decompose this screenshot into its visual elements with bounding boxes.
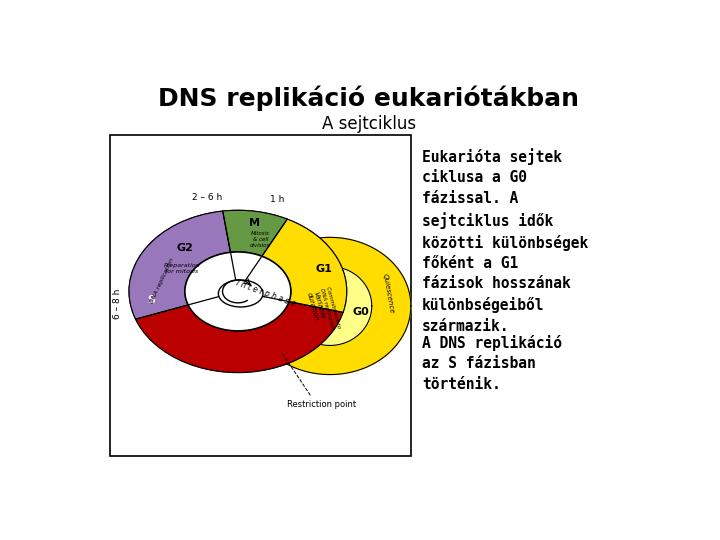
Text: S: S [148, 295, 156, 305]
Text: G0: G0 [352, 307, 369, 317]
Text: A sejtciklus: A sejtciklus [322, 114, 416, 133]
Polygon shape [249, 238, 411, 375]
Text: I n t e r p h a s e: I n t e r p h a s e [235, 279, 297, 308]
Circle shape [185, 252, 291, 331]
Text: DNA replication: DNA replication [150, 258, 175, 305]
Text: DNS replikáció eukariótákban: DNS replikáció eukariótákban [158, 85, 580, 111]
Wedge shape [129, 211, 230, 319]
Text: Eukarióta sejtek
ciklusa a G0
fázissal. A
sejtciklus idők
közötti különbségek
fő: Eukarióta sejtek ciklusa a G0 fázissal. … [422, 148, 588, 334]
Text: A DNS replikáció
az S fázisban
történik.: A DNS replikáció az S fázisban történik. [422, 335, 562, 392]
Text: Mitosis
& cell
division: Mitosis & cell division [250, 231, 271, 248]
Text: G2: G2 [176, 243, 193, 253]
Text: Variable
duration: Variable duration [306, 290, 326, 322]
Text: Commitment to
DNA replication: Commitment to DNA replication [319, 286, 341, 330]
Text: M: M [249, 218, 260, 228]
Text: Preparation
for mitosis: Preparation for mitosis [163, 263, 200, 274]
Text: 6 – 8 h: 6 – 8 h [114, 289, 122, 319]
Text: Restriction point: Restriction point [287, 400, 356, 409]
Wedge shape [135, 302, 343, 373]
Wedge shape [222, 211, 287, 256]
Circle shape [129, 210, 347, 373]
Wedge shape [262, 219, 346, 313]
FancyBboxPatch shape [109, 136, 411, 456]
Text: G1: G1 [316, 264, 333, 274]
Text: Quiescence: Quiescence [382, 273, 395, 314]
Polygon shape [288, 266, 372, 346]
Text: 1 h: 1 h [270, 195, 284, 205]
Ellipse shape [218, 280, 263, 307]
Text: 2 – 6 h: 2 – 6 h [192, 193, 222, 202]
